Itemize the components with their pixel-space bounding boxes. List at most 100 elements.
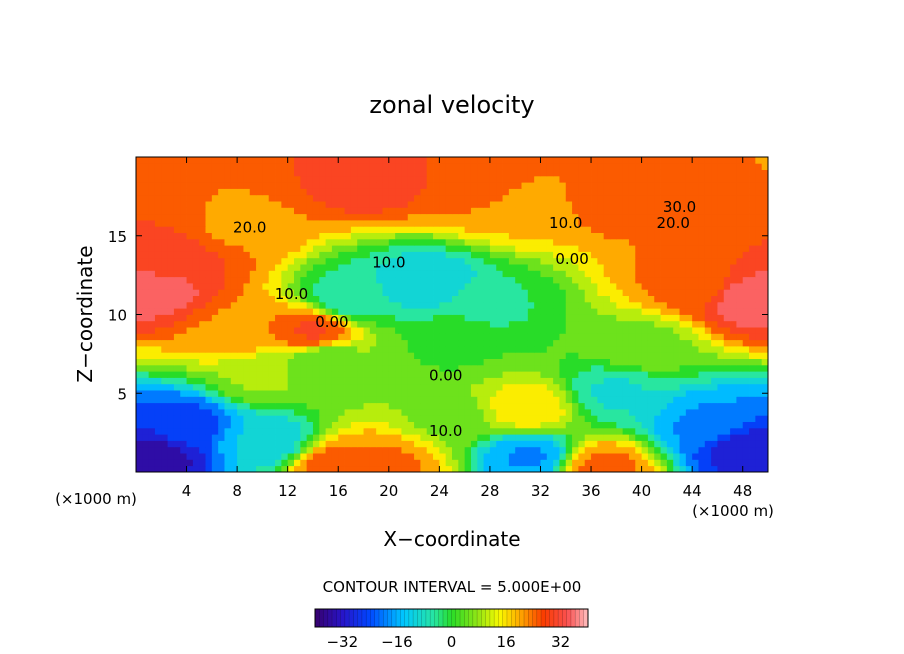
field-cell <box>249 245 257 252</box>
field-cell <box>388 377 396 385</box>
field-cell <box>717 264 725 271</box>
field-cell <box>243 163 251 170</box>
field-cell <box>148 182 156 189</box>
field-cell <box>211 453 219 460</box>
field-cell <box>616 421 624 429</box>
field-cell <box>445 314 453 322</box>
field-cell <box>628 427 636 435</box>
field-cell <box>401 434 409 441</box>
field-cell <box>616 390 624 397</box>
field-cell <box>205 264 213 271</box>
field-cell <box>319 257 326 265</box>
field-cell <box>742 169 750 177</box>
field-cell <box>610 409 617 416</box>
field-cell <box>477 226 484 233</box>
field-cell <box>755 327 763 334</box>
field-cell <box>249 226 257 233</box>
field-cell <box>136 264 143 271</box>
field-cell <box>325 182 333 189</box>
field-cell <box>496 371 503 378</box>
field-cell <box>338 427 345 435</box>
field-cell <box>382 440 390 448</box>
field-cell <box>357 232 364 240</box>
field-cell <box>344 453 352 460</box>
field-cell <box>508 415 516 422</box>
field-cell <box>136 201 143 208</box>
field-cell <box>749 163 756 170</box>
field-cell <box>230 251 238 259</box>
field-cell <box>256 220 263 227</box>
field-cell <box>224 257 232 265</box>
field-cell <box>357 157 364 164</box>
field-cell <box>148 339 156 347</box>
field-cell <box>275 427 282 435</box>
field-cell <box>761 402 769 410</box>
field-cell <box>540 301 548 309</box>
field-cell <box>344 308 352 315</box>
field-cell <box>230 207 238 215</box>
field-cell <box>237 320 244 328</box>
field-cell <box>325 283 333 290</box>
field-cell <box>711 308 718 315</box>
field-cell <box>679 434 687 441</box>
field-cell <box>749 459 756 467</box>
field-cell <box>192 352 200 359</box>
field-cell <box>154 402 162 410</box>
field-cell <box>477 377 484 385</box>
field-cell <box>363 175 371 183</box>
field-cell <box>559 383 567 391</box>
field-cell <box>275 327 282 334</box>
field-cell <box>527 238 535 246</box>
field-cell <box>496 238 503 246</box>
field-cell <box>641 446 649 454</box>
field-cell <box>300 289 308 296</box>
field-cell <box>685 207 693 215</box>
field-cell <box>414 333 421 341</box>
field-cell <box>199 377 206 385</box>
field-cell <box>312 251 320 259</box>
field-cell <box>382 270 390 278</box>
field-cell <box>420 371 428 378</box>
field-cell <box>515 169 522 177</box>
field-cell <box>635 308 642 315</box>
field-cell <box>224 409 232 416</box>
field-cell <box>275 358 282 366</box>
field-cell <box>192 333 200 341</box>
field-cell <box>249 459 257 467</box>
field-cell <box>496 245 503 252</box>
field-cell <box>647 383 655 391</box>
field-cell <box>395 320 402 328</box>
field-cell <box>565 446 573 454</box>
field-cell <box>369 396 377 404</box>
field-cell <box>477 358 484 366</box>
field-cell <box>477 440 484 448</box>
field-cell <box>603 440 611 448</box>
field-cell <box>755 383 763 391</box>
field-cell <box>414 257 421 265</box>
field-cell <box>439 308 447 315</box>
field-cell <box>218 194 225 202</box>
field-cell <box>180 232 187 240</box>
field-cell <box>489 427 497 435</box>
field-cell <box>483 301 491 309</box>
field-cell <box>452 409 459 416</box>
field-cell <box>331 194 339 202</box>
field-cell <box>698 352 706 359</box>
field-cell <box>338 245 345 252</box>
field-cell <box>369 409 377 416</box>
field-cell <box>249 238 257 246</box>
field-cell <box>319 402 326 410</box>
field-cell <box>230 257 238 265</box>
field-cell <box>458 207 466 215</box>
field-cell <box>730 207 737 215</box>
field-cell <box>382 264 390 271</box>
field-cell <box>414 188 421 196</box>
field-cell <box>180 188 187 196</box>
field-cell <box>433 182 440 189</box>
field-cell <box>673 276 680 284</box>
field-cell <box>540 339 548 347</box>
field-cell <box>148 257 156 265</box>
field-cell <box>268 295 276 303</box>
field-cell <box>717 314 725 322</box>
field-cell <box>287 402 295 410</box>
